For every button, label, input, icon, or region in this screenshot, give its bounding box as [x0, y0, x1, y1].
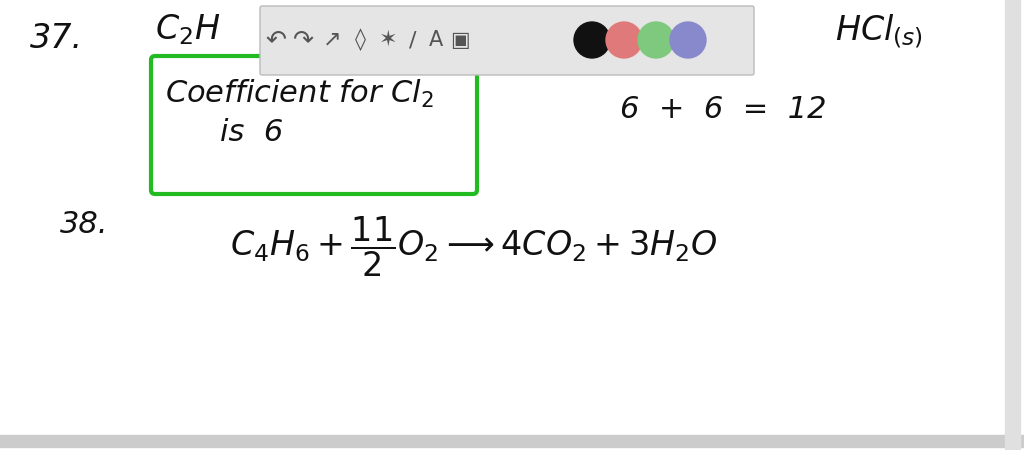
Text: 37.: 37.: [30, 22, 83, 55]
Text: is  6: is 6: [220, 118, 284, 147]
Text: $C_2H$: $C_2H$: [155, 12, 220, 47]
Text: 6  +  6  =  12: 6 + 6 = 12: [620, 95, 826, 124]
Text: /: /: [410, 30, 417, 50]
Text: ↷: ↷: [294, 28, 314, 52]
Circle shape: [638, 22, 674, 58]
Text: A: A: [429, 30, 443, 50]
Text: ◊: ◊: [354, 28, 366, 51]
Text: Coefficient for $Cl_2$: Coefficient for $Cl_2$: [165, 78, 433, 110]
Text: ↶: ↶: [265, 28, 287, 52]
Text: 38.: 38.: [60, 210, 109, 239]
Text: ✶: ✶: [379, 30, 397, 50]
Text: ▣: ▣: [451, 30, 470, 50]
FancyBboxPatch shape: [260, 6, 754, 75]
Text: ↗: ↗: [323, 30, 341, 50]
Circle shape: [574, 22, 610, 58]
Circle shape: [606, 22, 642, 58]
Text: $C_4H_6 + \dfrac{11}{2}O_2 \longrightarrow 4CO_2 + 3H_2O$: $C_4H_6 + \dfrac{11}{2}O_2 \longrightarr…: [230, 215, 717, 279]
Text: $HCl_{(s)}$: $HCl_{(s)}$: [835, 12, 923, 50]
Text: $\rightarrow$: $\rightarrow$: [490, 12, 522, 41]
Circle shape: [670, 22, 706, 58]
FancyBboxPatch shape: [151, 56, 477, 194]
